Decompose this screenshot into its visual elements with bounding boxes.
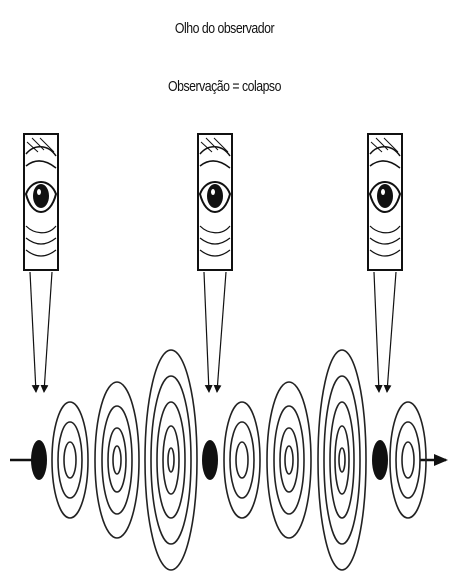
wave-packet	[51, 401, 89, 519]
wave-packet	[266, 381, 312, 539]
wave-packet	[144, 349, 198, 571]
wave-packet	[389, 401, 427, 519]
wave-packet	[223, 401, 261, 519]
gaze-arrows	[29, 271, 397, 393]
wave-packet	[94, 381, 140, 539]
collapsed-particle	[31, 440, 47, 480]
caption-observer-eye: Olho do observador	[174, 20, 275, 37]
eye-icon	[23, 133, 59, 271]
eye-icon	[197, 133, 233, 271]
eye-icon	[367, 133, 403, 271]
caption-observation-collapse: Observação = colapso	[168, 78, 281, 95]
collapsed-particle	[202, 440, 218, 480]
wave-packet	[317, 349, 367, 571]
collapsed-particle	[372, 440, 388, 480]
